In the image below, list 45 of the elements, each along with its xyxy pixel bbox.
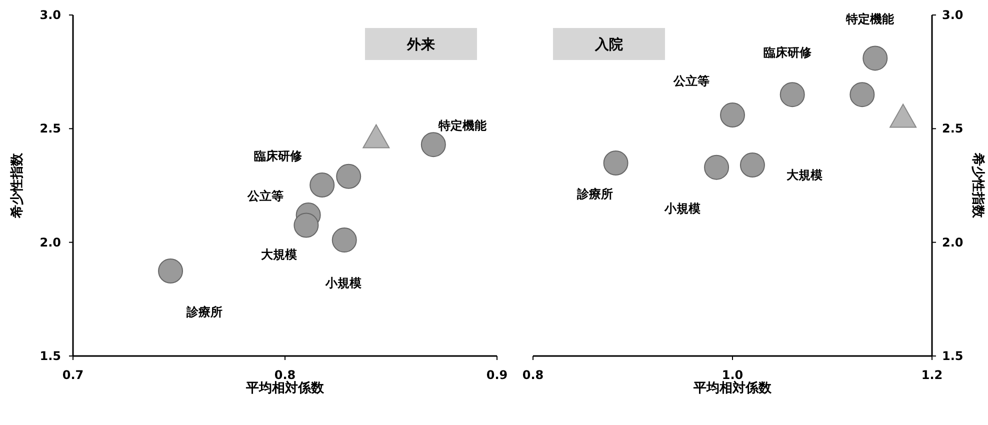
y2-tick-label: 1.5 [942, 349, 964, 363]
x-axis-title: 平均相対係数 [245, 380, 325, 396]
x-tick-label: 1.2 [921, 368, 943, 382]
x-tick-label: 0.8 [274, 368, 296, 382]
point [720, 102, 745, 128]
point [740, 152, 765, 178]
x-tick-label: 0.9 [486, 368, 508, 382]
text: 入院 [594, 36, 623, 53]
point [158, 258, 184, 284]
annotation: 診療所 [186, 304, 223, 319]
x-tick-label: 1.0 [722, 368, 744, 382]
text: 外来 [406, 37, 435, 53]
y2-tick-label: 3.0 [942, 8, 964, 22]
x-tick-label: 0.7 [62, 368, 84, 382]
x-tick-label: 0.8 [522, 368, 544, 382]
y-tick-label: 3.0 [40, 8, 61, 22]
annotation: 臨床研修 [763, 46, 812, 60]
annotation: 公立等 [246, 189, 284, 204]
point [780, 82, 805, 108]
point [332, 228, 357, 253]
point [336, 164, 362, 189]
annotation: 大規模 [786, 168, 822, 182]
annotation: 特定機能 [437, 118, 488, 133]
annotation: 臨床研修 [254, 149, 304, 164]
annotation: 小規模 [324, 276, 362, 290]
point [850, 82, 875, 108]
y2-axis-title: 希少性指数 [970, 152, 986, 219]
y2-tick-label: 2.5 [942, 122, 964, 136]
point [603, 150, 628, 176]
x-axis-title: 平均相対係数 [692, 380, 772, 396]
point [862, 46, 888, 71]
y2-tick-label: 2.0 [942, 235, 964, 250]
point [704, 154, 730, 180]
y-tick-label: 2.0 [40, 235, 61, 250]
y-tick-label: 2.5 [40, 122, 61, 136]
annotation: 特定機能 [845, 12, 896, 26]
annotation: 小規模 [664, 201, 701, 216]
y-axis-title: 希少性指数 [9, 152, 25, 219]
point [420, 132, 446, 158]
point [310, 172, 335, 198]
annotation: 大規模 [261, 247, 298, 262]
annotation: 診療所 [576, 186, 613, 201]
point [294, 212, 319, 238]
annotation: 公立等 [672, 74, 710, 88]
y-tick-label: 1.5 [40, 349, 61, 363]
